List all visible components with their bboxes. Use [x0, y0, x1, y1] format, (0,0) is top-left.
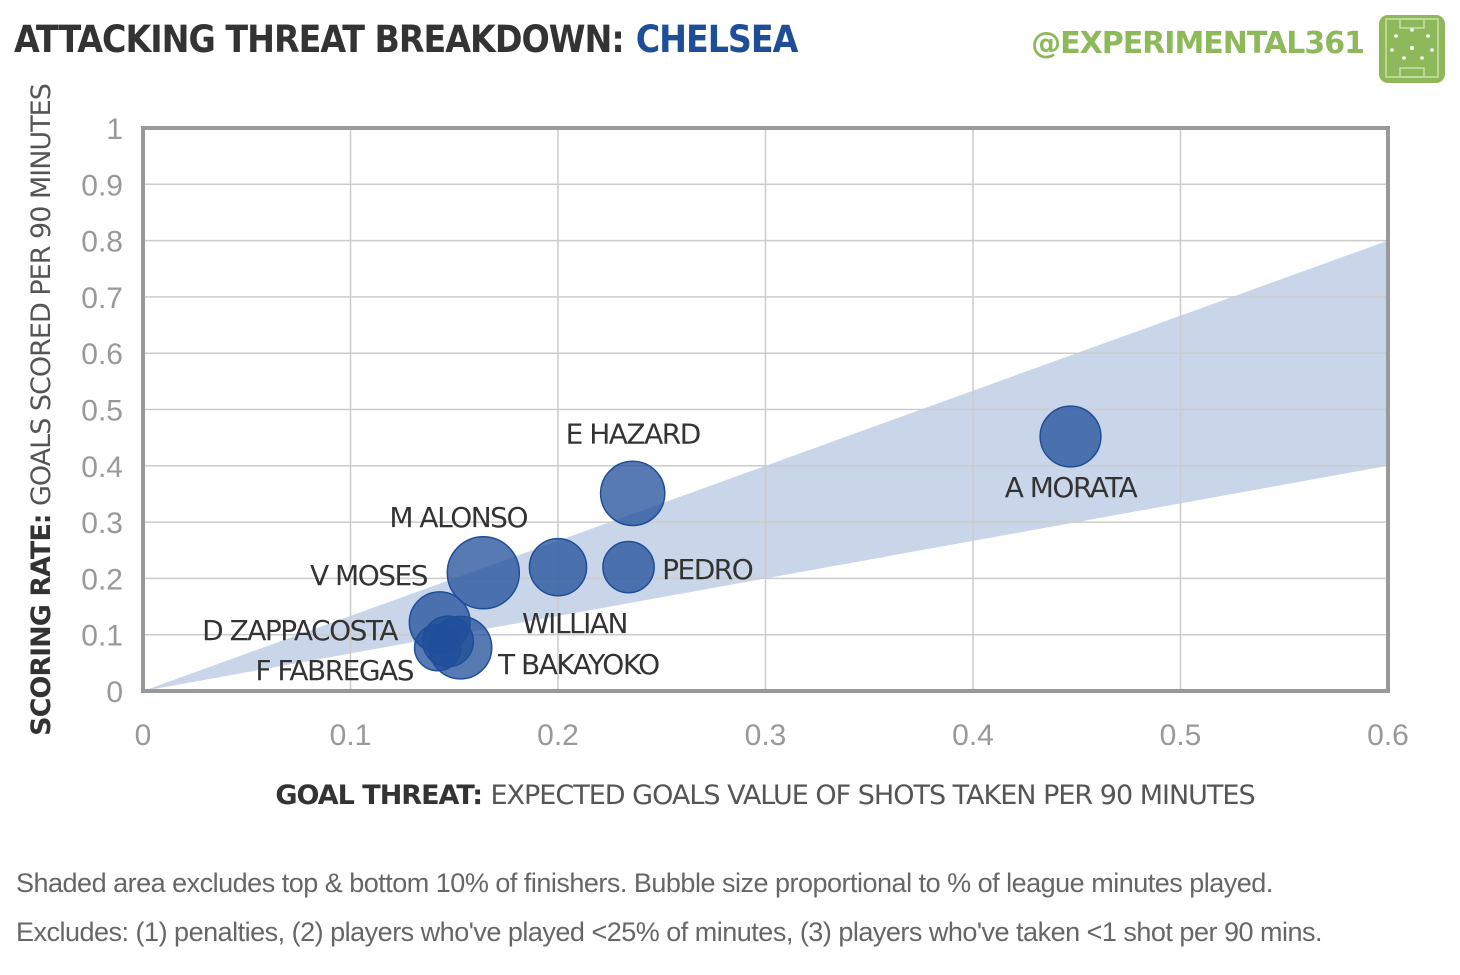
x-tick-label: 0.4 [952, 719, 994, 752]
y-tick-label: 0.6 [81, 338, 123, 371]
bubble [528, 537, 588, 597]
x-tick-label: 0.1 [330, 719, 372, 752]
x-axis-title-rest: EXPECTED GOALS VALUE OF SHOTS TAKEN PER … [490, 780, 1254, 811]
y-axis-title-rest: GOALS SCORED PER 90 MINUTES [26, 84, 57, 506]
plot-frame [141, 126, 1390, 693]
y-axis-title-bold: SCORING RATE: [26, 506, 57, 736]
bubble-label: T BAKAYOKO [497, 648, 659, 681]
bubble-label: D ZAPPACOSTA [202, 614, 398, 647]
y-tick-label: 0.4 [81, 451, 123, 484]
x-tick-label: 0.3 [745, 719, 787, 752]
y-tick-label: 1 [106, 113, 123, 146]
pitch-logo-icon [1379, 15, 1445, 83]
bubble-label: WILLIAN [522, 607, 627, 640]
y-axis-title: SCORING RATE: GOALS SCORED PER 90 MINUTE… [26, 84, 57, 736]
author-handle: @EXPERIMENTAL361 [1031, 26, 1365, 61]
x-tick-label: 0.5 [1160, 719, 1202, 752]
team-name: CHELSEA [635, 18, 799, 61]
bubble-label: PEDRO [662, 553, 753, 586]
title-text: ATTACKING THREAT BREAKDOWN: [14, 18, 625, 61]
y-tick-label: 0.8 [81, 226, 123, 259]
y-tick-label: 0.1 [81, 620, 123, 653]
x-tick-label: 0 [135, 719, 152, 752]
x-tick-label: 0.6 [1367, 719, 1409, 752]
x-axis-title: GOAL THREAT: EXPECTED GOALS VALUE OF SHO… [275, 780, 1254, 811]
x-axis-title-bold: GOAL THREAT: [275, 780, 490, 811]
bubble-label: F FABREGAS [255, 654, 413, 687]
y-tick-label: 0.5 [81, 395, 123, 428]
y-tick-label: 0.3 [81, 507, 123, 540]
bubble [602, 540, 655, 594]
y-tick-label: 0.7 [81, 282, 123, 315]
y-tick-label: 0.9 [81, 169, 123, 202]
x-tick-label: 0.2 [537, 719, 579, 752]
bubble [413, 623, 462, 672]
chart-title: ATTACKING THREAT BREAKDOWN: CHELSEA [14, 18, 799, 61]
footnote-1: Shaded area excludes top & bottom 10% of… [16, 868, 1273, 898]
bubble-label: M ALONSO [389, 501, 527, 534]
y-tick-label: 0 [106, 676, 123, 709]
footnote-2: Excludes: (1) penalties, (2) players who… [16, 917, 1323, 947]
bubble [1039, 405, 1102, 468]
y-tick-label: 0.2 [81, 563, 123, 596]
bubble-label: V MOSES [310, 559, 428, 592]
bubble [599, 460, 666, 527]
bubble-label: E HAZARD [566, 417, 700, 450]
bubble [446, 536, 521, 610]
bubble-label: A MORATA [1005, 471, 1138, 504]
bubble-chart: 0 0.1 0.2 0.3 0.4 0.5 0.6 0 0.1 0.2 0.3 0.4 0.5 0.6 0.… [26, 84, 1409, 811]
